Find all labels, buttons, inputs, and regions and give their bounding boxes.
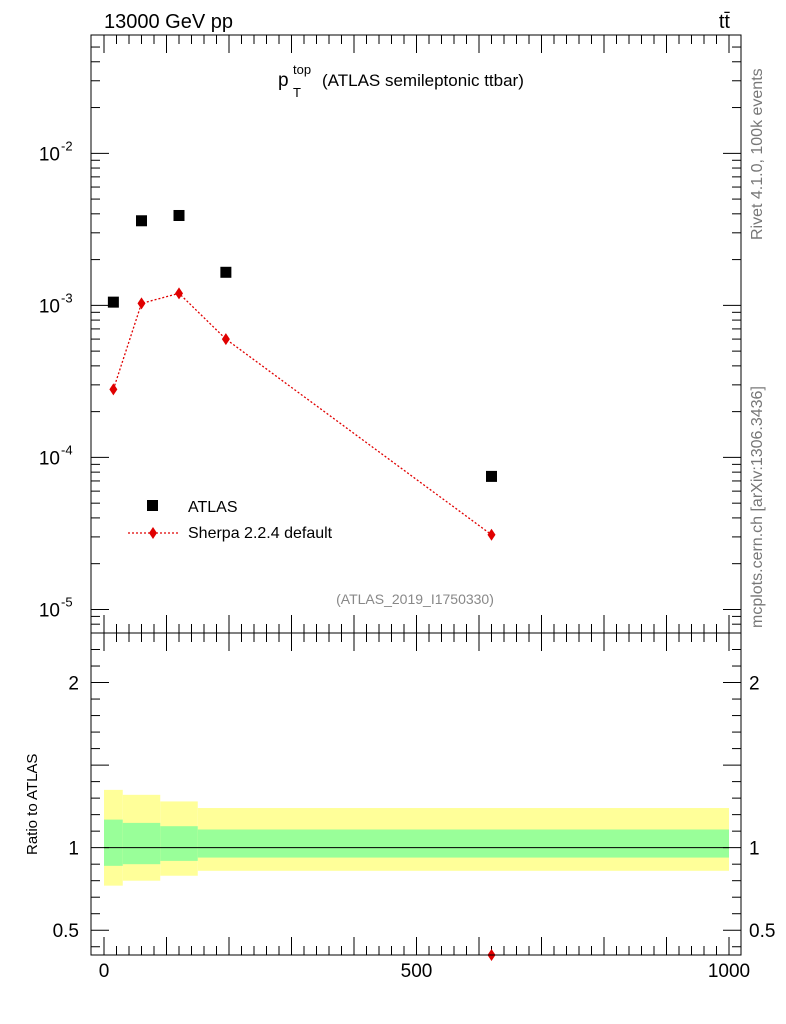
sherpa-data-point — [221, 333, 230, 346]
title-main: p — [278, 70, 289, 91]
sherpa-data-point — [109, 383, 118, 396]
title-sup: top — [293, 62, 311, 77]
main-y-tick-exponent: -4 — [61, 442, 73, 457]
atlas-data-point — [486, 470, 497, 482]
main-y-tick-label: 10 — [39, 448, 60, 469]
analysis-label: (ATLAS_2019_I1750330) — [336, 591, 494, 607]
sherpa-data-point — [137, 297, 146, 310]
source-label: mcplots.cern.ch [arXiv:1306.3436] — [749, 386, 766, 628]
sherpa-data-point — [487, 528, 496, 541]
main-y-tick-exponent: -3 — [61, 290, 73, 305]
ratio-x-tick-label: 0 — [99, 961, 110, 982]
legend-atlas-marker — [147, 500, 158, 511]
legend: ATLAS Sherpa 2.2.4 default — [128, 499, 333, 542]
stat-uncertainty-band — [104, 819, 123, 866]
ratio-x-tick-labels: 0 500 1000 — [99, 961, 750, 982]
main-y-tick-labels: 10-210-310-410-5 — [39, 138, 73, 621]
legend-sherpa-marker — [149, 527, 157, 539]
main-ticks — [91, 34, 741, 634]
legend-atlas-label: ATLAS — [188, 499, 238, 516]
main-y-tick-label: 10 — [39, 144, 60, 165]
legend-sherpa-label: Sherpa 2.2.4 default — [188, 525, 333, 542]
sherpa-line — [112, 292, 492, 536]
energy-label: 13000 GeV pp — [104, 11, 233, 33]
process-label: tt̄ — [719, 11, 731, 33]
stat-uncertainty-band — [197, 829, 729, 858]
title-sub: T — [293, 85, 301, 100]
plot-title: p — [278, 70, 289, 91]
ratio-bands — [104, 789, 729, 886]
atlas-data-point — [220, 266, 232, 278]
ratio-x-tick-label: 1000 — [708, 961, 750, 982]
ratio-y-tick-label-left: 2 — [68, 674, 79, 695]
atlas-points — [107, 209, 497, 482]
main-frame — [90, 34, 742, 634]
ratio-x-tick-label: 500 — [401, 961, 433, 982]
ratio-panel: 2 2 1 1 0.5 0.5 0 500 1000 Ratio to ATLAS — [24, 632, 776, 982]
atlas-data-point — [107, 296, 119, 308]
ratio-y-tick-label-left: 1 — [68, 839, 79, 860]
main-y-tick-label: 10 — [39, 600, 60, 621]
ratio-y-tick-label-right: 2 — [749, 674, 760, 695]
title-rest: (ATLAS semileptonic ttbar) — [322, 71, 524, 90]
main-y-tick-exponent: -2 — [61, 138, 73, 153]
ratio-ticks — [91, 632, 741, 955]
sherpa-data-point — [175, 287, 183, 300]
stat-uncertainty-band — [160, 826, 198, 861]
main-panel: 10-210-310-410-5 p top T (ATLAS semilept… — [39, 34, 742, 634]
ratio-y-tick-label-right: 1 — [749, 839, 760, 860]
atlas-data-point — [136, 215, 147, 227]
ratio-y-tick-labels: 2 2 1 1 0.5 0.5 — [53, 674, 776, 943]
sherpa-points — [109, 287, 496, 541]
ratio-y-axis-label: Ratio to ATLAS — [24, 754, 41, 855]
ratio-y-tick-label-right: 0.5 — [749, 921, 775, 942]
main-y-tick-exponent: -5 — [61, 594, 73, 609]
ratio-frame — [90, 632, 742, 956]
atlas-data-point — [173, 209, 185, 221]
main-y-tick-label: 10 — [39, 296, 60, 317]
stat-uncertainty-band — [122, 822, 161, 865]
ratio-y-tick-label-left: 0.5 — [53, 921, 79, 942]
rivet-label: Rivet 4.1.0, 100k events — [749, 68, 766, 240]
